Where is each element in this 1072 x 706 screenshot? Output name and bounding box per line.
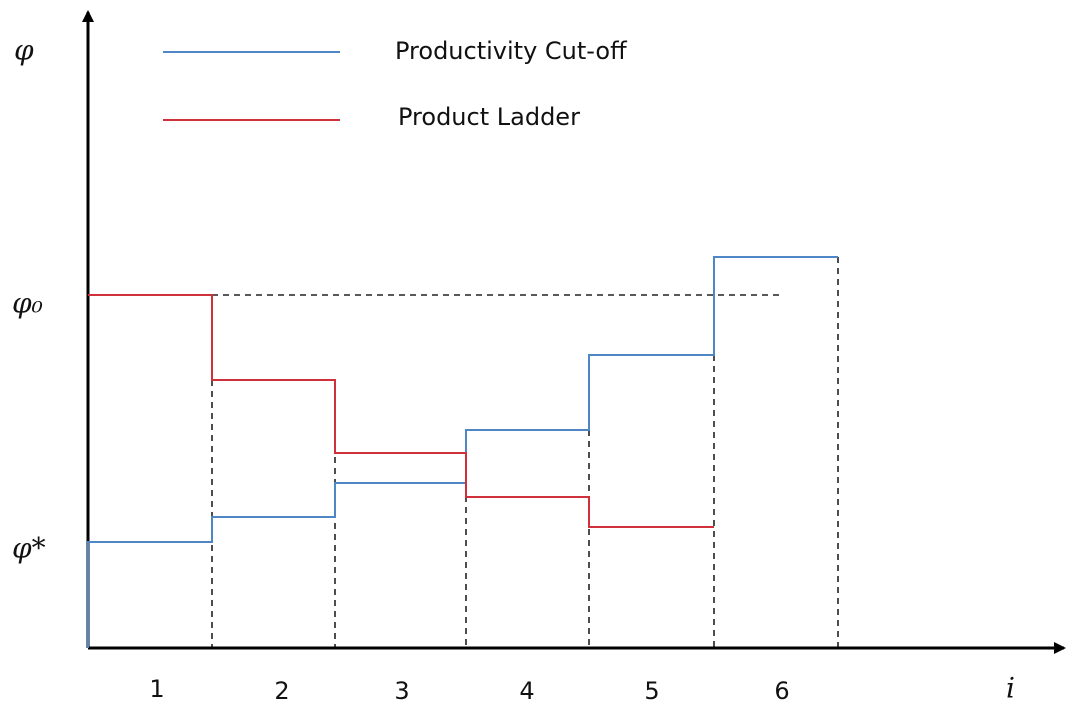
y-mark-label: φ₀ — [12, 287, 43, 320]
y-mark-label: φ* — [12, 532, 46, 565]
category-label: 1 — [149, 675, 164, 703]
category-label: 5 — [644, 677, 659, 705]
category-label: 3 — [394, 677, 409, 705]
legend-label: Productivity Cut-off — [395, 37, 627, 65]
legend-label: Product Ladder — [398, 103, 580, 131]
category-label: 4 — [519, 677, 534, 705]
product-ladder-line — [88, 294, 714, 528]
y-axis-label: φ — [14, 34, 34, 67]
category-label: 2 — [274, 677, 289, 705]
guides — [211, 257, 839, 648]
x-axis-label: i — [1006, 672, 1015, 705]
category-label: 6 — [774, 677, 789, 705]
